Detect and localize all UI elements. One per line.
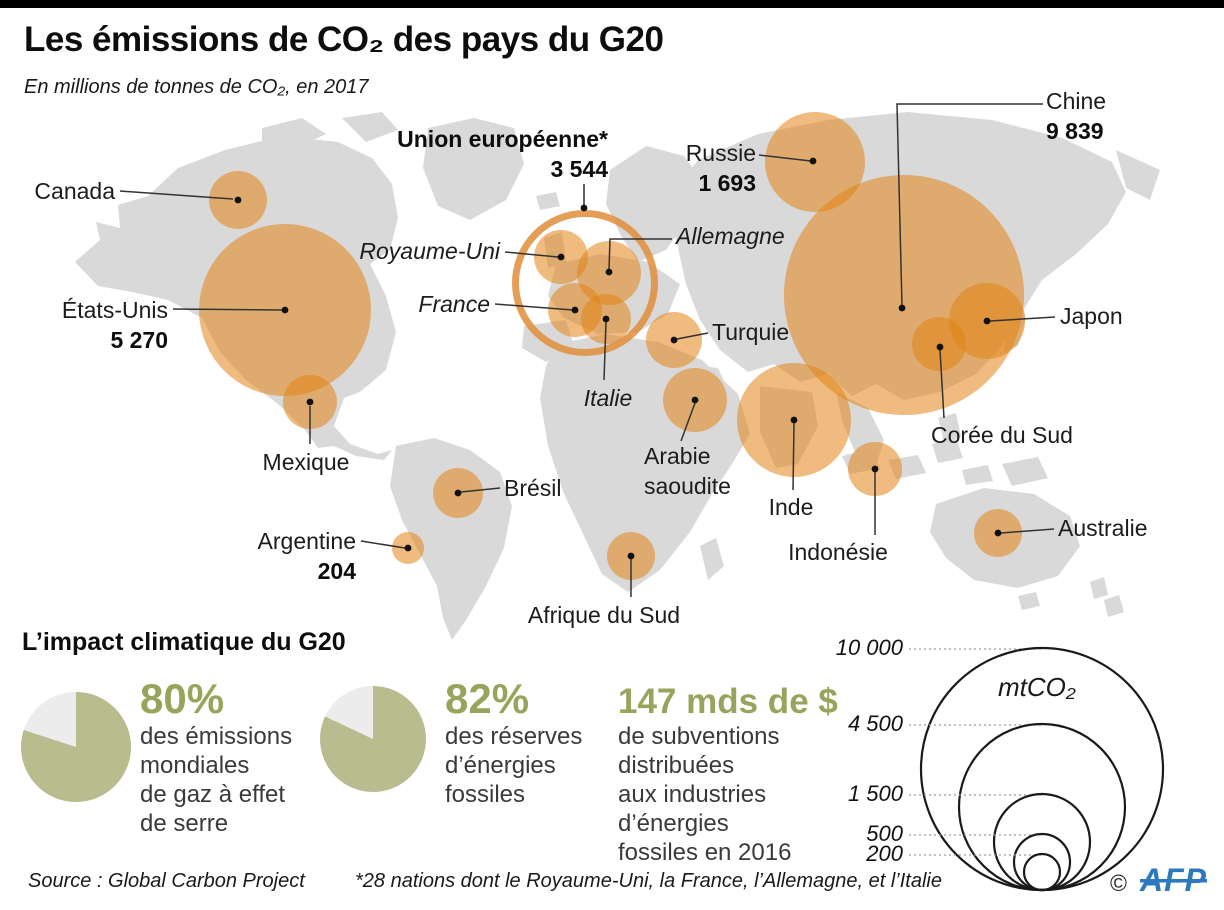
bubble-royaume-uni bbox=[534, 230, 588, 284]
bubble-canada bbox=[209, 171, 267, 229]
bubble-bresil bbox=[433, 468, 483, 518]
bubble-coree-du-sud bbox=[912, 317, 966, 371]
bubble-russie bbox=[765, 112, 865, 212]
map-arctic-islands bbox=[262, 112, 398, 176]
eu-footnote: *28 nations dont le Royaume-Uni, la Fran… bbox=[355, 870, 942, 892]
fact-value-reserves: 82% bbox=[445, 675, 530, 722]
source-credit: Source : Global Carbon Project bbox=[28, 870, 305, 892]
bubble-arabie-saoudite bbox=[663, 368, 727, 432]
map-indonesia bbox=[842, 439, 1048, 486]
bubble-afrique-du-sud bbox=[607, 532, 655, 580]
bubble-australie bbox=[974, 509, 1022, 557]
bubble-argentine bbox=[392, 532, 424, 564]
afp-logo: AFP bbox=[1140, 862, 1207, 899]
fact-value-emissions: 80% bbox=[140, 675, 225, 722]
bubble-indonesie bbox=[848, 442, 902, 496]
page-title: Les émissions de CO₂ des pays du G20 bbox=[24, 20, 664, 59]
fact-value-subsidies: 147 mds de $ bbox=[618, 682, 838, 721]
map-iceland bbox=[536, 192, 560, 210]
top-black-bar bbox=[0, 0, 1224, 8]
pie-chart-reserves bbox=[320, 686, 426, 792]
bubble-turquie bbox=[646, 312, 702, 368]
fact-text-emissions: des émissions mondiales de gaz à effet d… bbox=[140, 723, 293, 837]
fact-text-subsidies: de subventions distribuées aux industrie… bbox=[618, 723, 792, 866]
bubble-mexique bbox=[283, 375, 337, 429]
copyright-symbol: © bbox=[1110, 870, 1127, 896]
bubble-etats-unis bbox=[199, 224, 371, 396]
scale-unit-label: mtCO₂ bbox=[998, 672, 1076, 702]
page-subtitle: En millions de tonnes de CO₂, en 2017 bbox=[24, 76, 369, 98]
impact-heading: L’impact climatique du G20 bbox=[22, 628, 346, 656]
fact-text-reserves: des réserves d’énergies fossiles bbox=[445, 723, 583, 808]
bubble-inde bbox=[737, 363, 851, 477]
eu-ring bbox=[512, 210, 658, 356]
bubble-italie bbox=[581, 294, 631, 344]
map-greenland bbox=[423, 118, 524, 220]
pie-chart-emissions bbox=[21, 692, 131, 802]
